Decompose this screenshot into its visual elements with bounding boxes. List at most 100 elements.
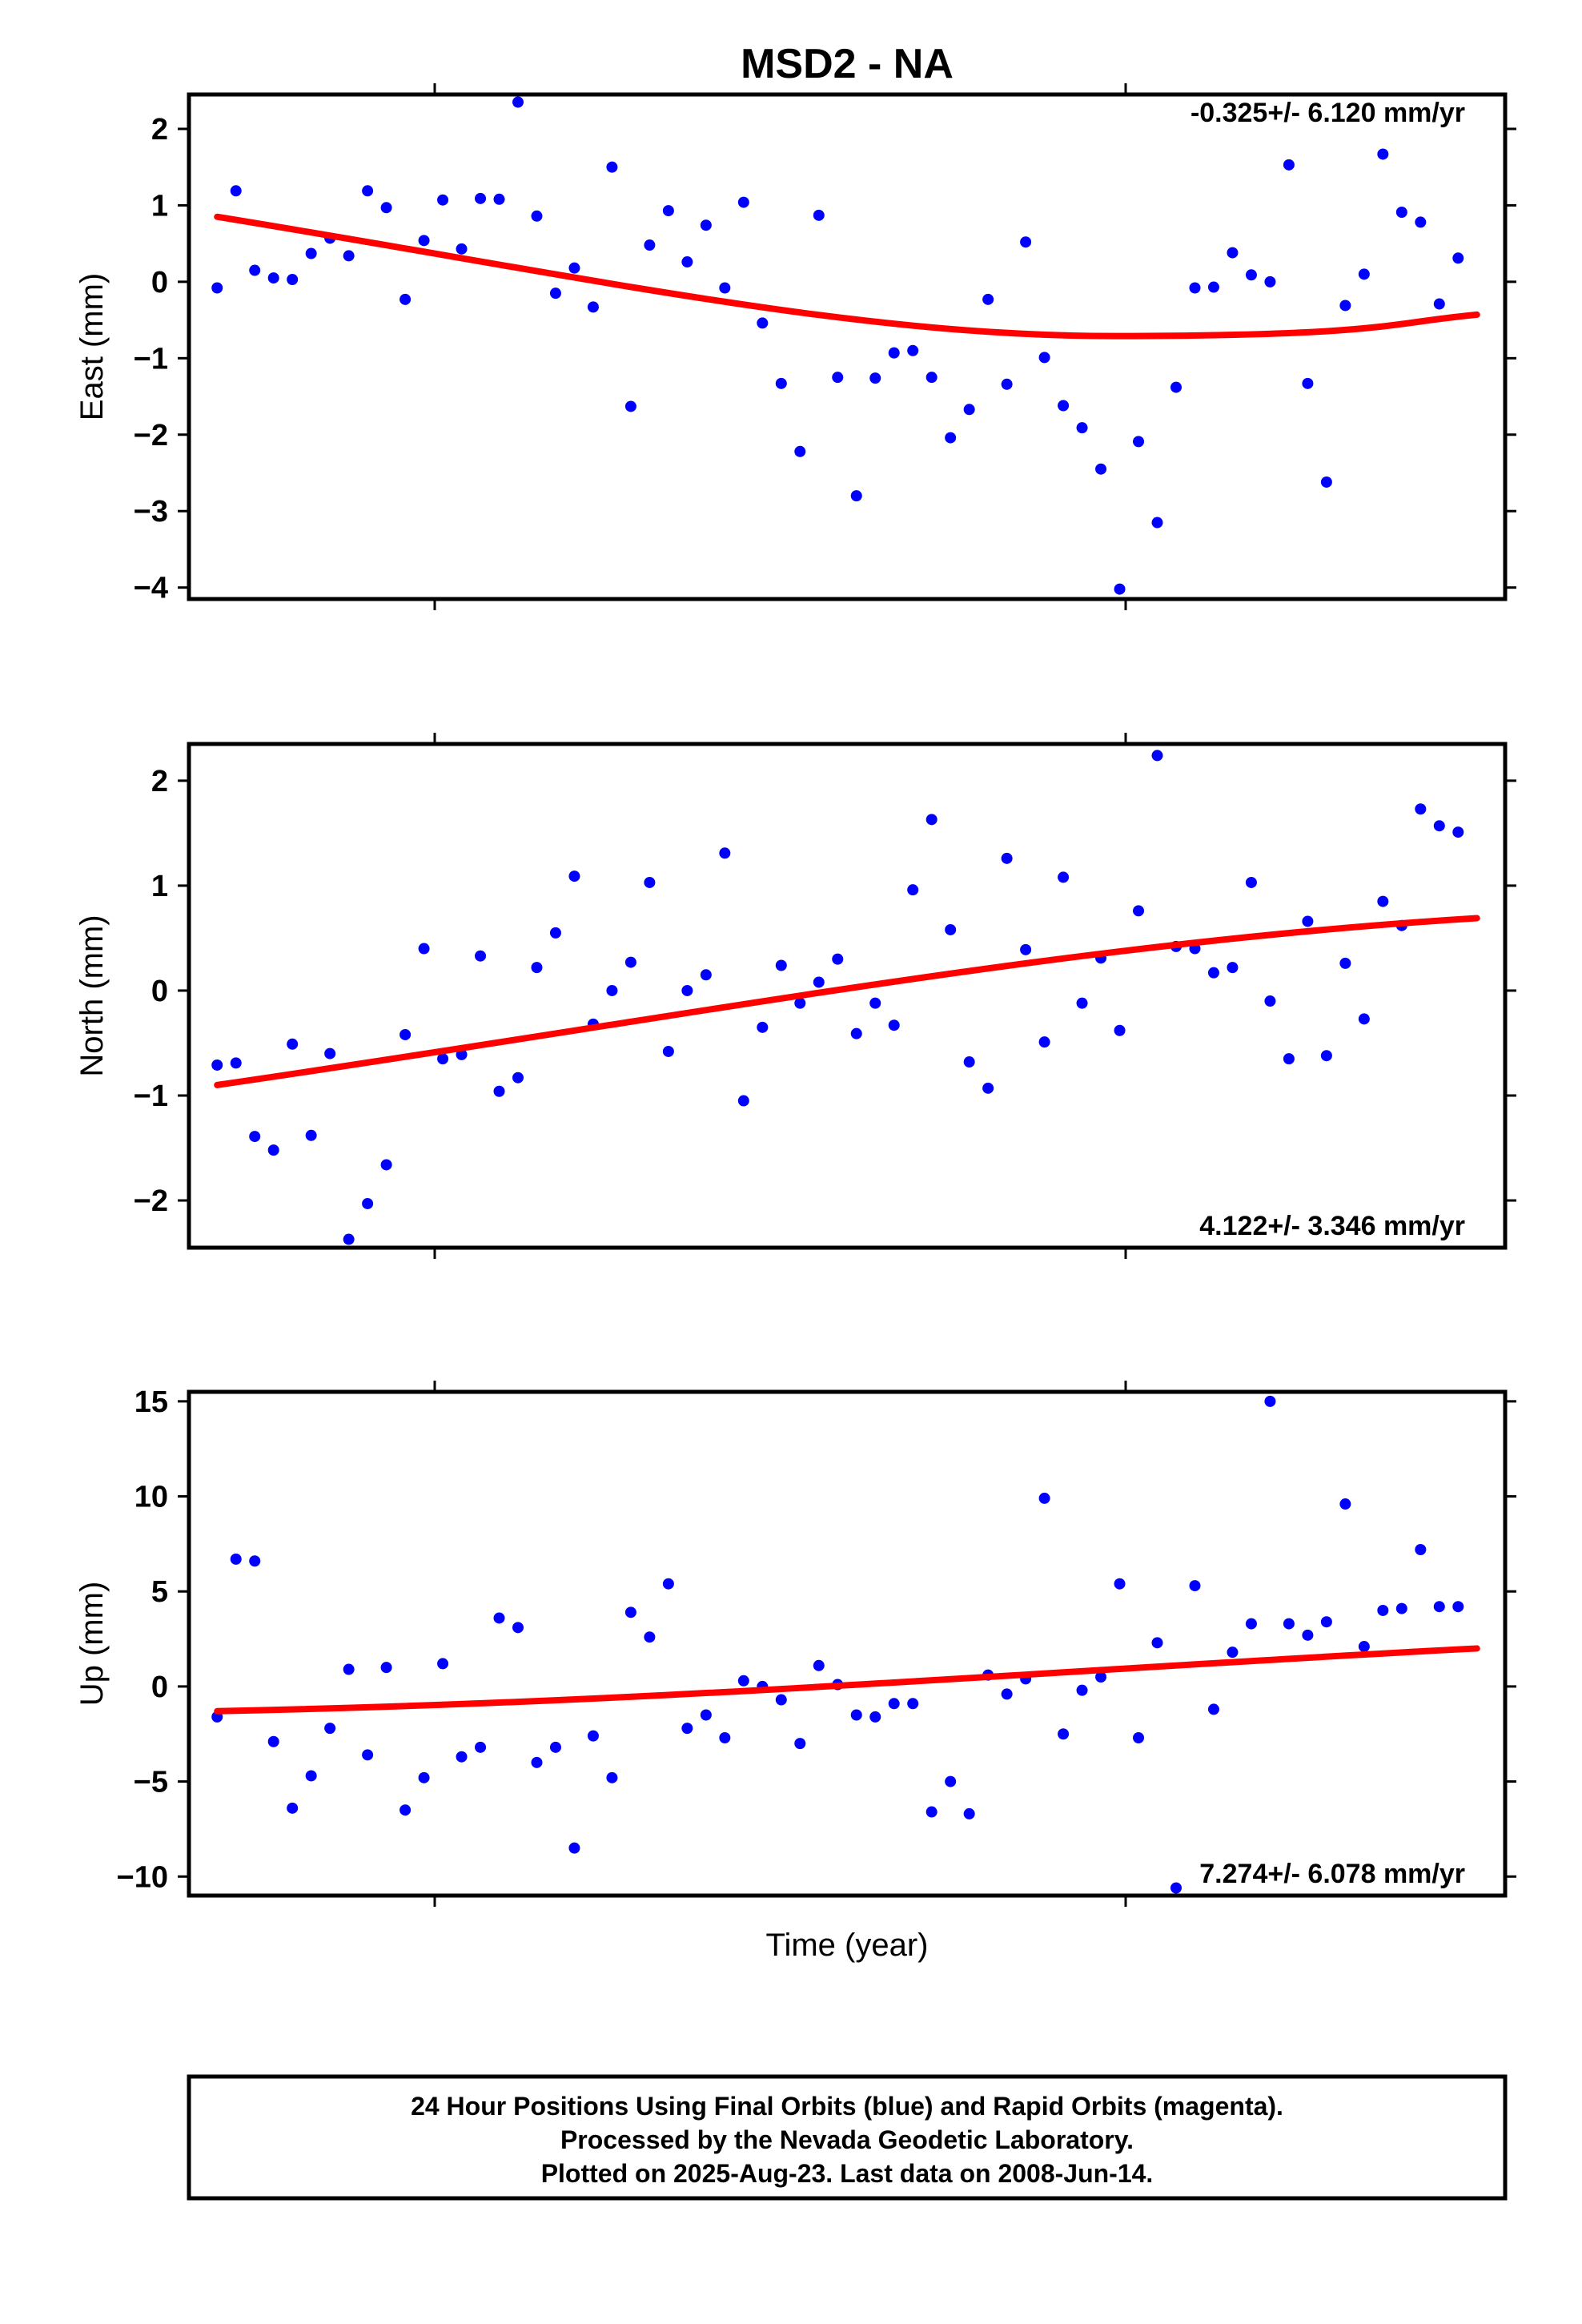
data-point: [719, 282, 731, 294]
data-point: [475, 192, 487, 204]
data-point: [1227, 1647, 1239, 1659]
data-point: [418, 1771, 430, 1783]
y-tick-label: 2: [151, 765, 168, 798]
data-point: [907, 884, 919, 896]
data-point: [587, 1730, 599, 1742]
data-point: [1377, 1604, 1389, 1616]
data-point: [1377, 895, 1389, 907]
data-point: [1264, 1395, 1276, 1407]
data-point: [888, 347, 900, 359]
y-tick-label: 2: [151, 113, 168, 147]
data-point: [963, 404, 975, 416]
data-point: [1283, 159, 1295, 171]
data-point: [211, 282, 223, 294]
data-point: [362, 185, 374, 197]
data-point: [832, 953, 844, 965]
data-point: [1038, 352, 1050, 364]
data-point: [1133, 436, 1145, 448]
data-point: [1358, 1013, 1370, 1025]
data-point: [475, 1741, 487, 1753]
data-point: [644, 239, 656, 251]
y-tick-label: −1: [134, 342, 168, 376]
data-point: [1320, 1616, 1332, 1628]
y-tick-label: −5: [134, 1766, 168, 1799]
data-point: [963, 1056, 975, 1068]
data-point: [737, 1095, 749, 1107]
data-point: [1207, 281, 1219, 293]
plot-frame: [187, 1389, 1508, 1898]
data-point: [380, 202, 392, 214]
y-tick-label: −1: [134, 1080, 168, 1113]
data-point: [757, 317, 769, 329]
data-point: [700, 1709, 712, 1721]
footer-box: [187, 2074, 1508, 2201]
data-point: [813, 1659, 825, 1671]
y-axis-label: Up (mm): [74, 1582, 110, 1707]
data-point: [1452, 1601, 1464, 1613]
data-point: [662, 205, 674, 217]
data-point: [1395, 1602, 1407, 1614]
data-point: [1302, 915, 1314, 927]
y-tick-label: −10: [117, 1860, 168, 1894]
y-tick-label: 1: [151, 870, 168, 903]
y-tick-label: 1: [151, 189, 168, 223]
data-point: [1001, 852, 1013, 864]
data-point: [794, 445, 806, 457]
x-axis-label: Time (year): [766, 1928, 929, 1963]
rate-label: 7.274+/- 6.078 mm/yr: [1199, 1859, 1465, 1889]
data-point: [418, 235, 430, 247]
data-point: [662, 1578, 674, 1590]
data-point: [813, 209, 825, 221]
east-panel: 2 1 0 −1 −2 −3 −4 East (mm) -0.325+/- 6.120 mm/y…: [74, 83, 1516, 610]
data-point: [267, 272, 279, 284]
data-point: [850, 1027, 862, 1039]
data-point: [1001, 1688, 1013, 1700]
data-point: [700, 219, 712, 231]
data-point: [1227, 962, 1239, 974]
data-point: [1302, 1629, 1314, 1641]
trend-line: [214, 1645, 1480, 1715]
data-point: [945, 1775, 957, 1787]
data-point: [1283, 1053, 1295, 1065]
up-panel: 15 10 5 0 −5 −10 Up (mm) 7.274+/- 6.078 mm/yr: [74, 1381, 1516, 1907]
data-point: [907, 344, 919, 356]
data-point: [606, 1771, 618, 1783]
data-point: [549, 927, 561, 939]
data-point: [737, 1675, 749, 1687]
data-point: [1151, 750, 1163, 762]
footer-line-2: Processed by the Nevada Geodetic Laborat…: [560, 2125, 1134, 2154]
data-point: [644, 876, 656, 888]
trend-line: [214, 213, 1480, 340]
data-point: [1076, 422, 1088, 434]
data-point: [644, 1631, 656, 1643]
y-tick-label: 5: [151, 1575, 168, 1609]
data-point: [249, 264, 261, 276]
data-point: [1245, 1618, 1257, 1630]
data-point: [1001, 378, 1013, 390]
data-point: [681, 984, 693, 996]
data-point: [1433, 298, 1445, 310]
y-tick-label: 15: [135, 1385, 168, 1419]
data-point: [624, 1606, 636, 1618]
data-point: [1170, 381, 1182, 393]
data-point: [1320, 1050, 1332, 1062]
data-point: [794, 1738, 806, 1750]
data-point: [400, 1804, 412, 1816]
data-point: [681, 256, 693, 268]
plot-frame: [187, 92, 1508, 601]
data-point: [1114, 1578, 1126, 1590]
data-point: [606, 984, 618, 996]
rate-label: 4.122+/- 3.346 mm/yr: [1199, 1211, 1465, 1241]
data-point: [230, 1553, 242, 1565]
data-point: [606, 161, 618, 173]
data-point: [1058, 871, 1070, 883]
data-point: [794, 997, 806, 1009]
data-point: [1433, 820, 1445, 832]
data-point: [493, 1085, 505, 1097]
data-point: [1283, 1618, 1295, 1630]
data-point: [324, 1723, 336, 1735]
data-point: [1151, 1637, 1163, 1649]
data-point: [305, 247, 317, 259]
data-point: [531, 962, 543, 974]
